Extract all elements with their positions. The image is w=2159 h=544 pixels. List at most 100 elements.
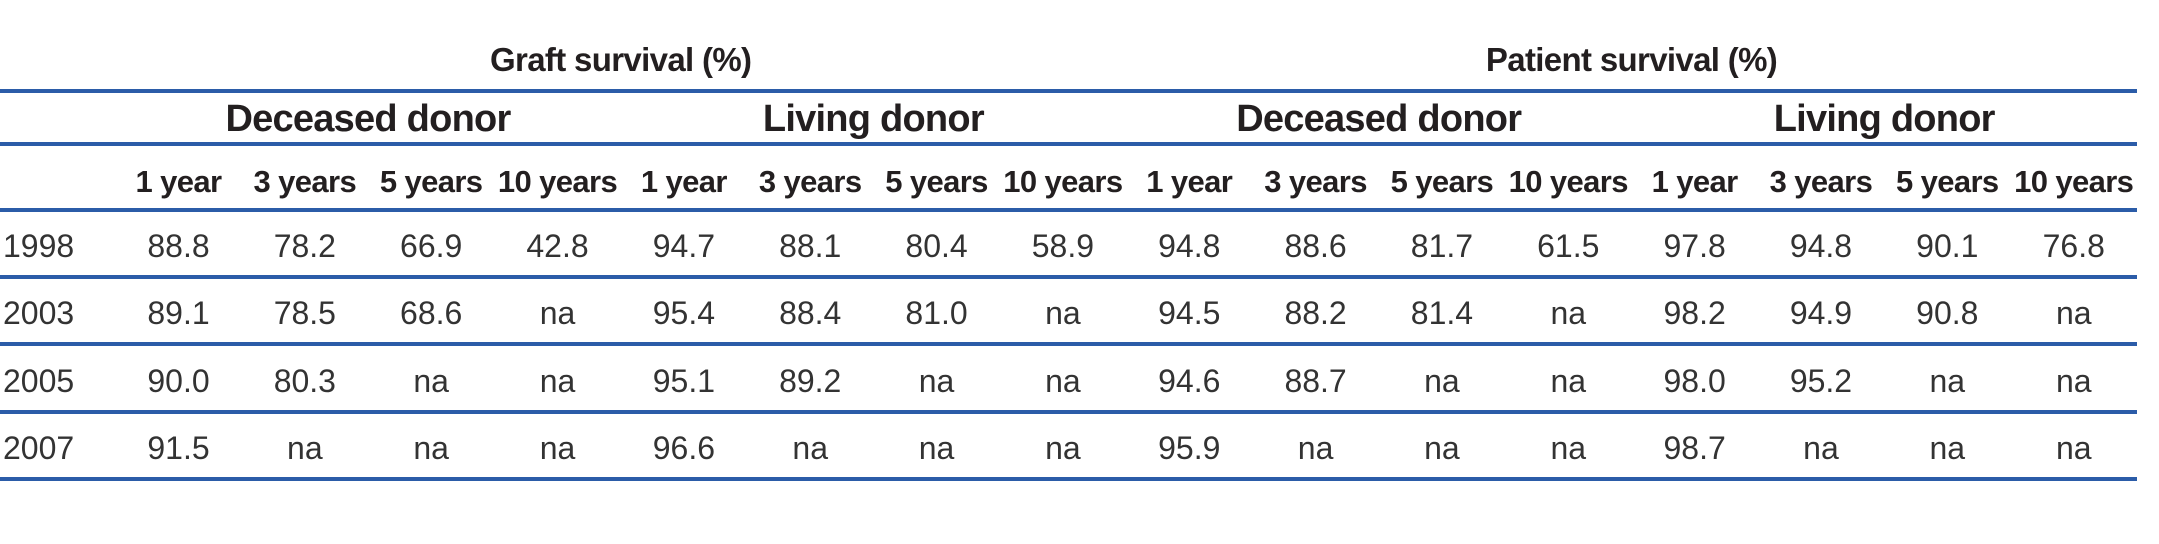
data-cell: na — [494, 344, 621, 414]
data-cell: 80.4 — [873, 210, 1000, 279]
subgroup-header-graft-deceased: Deceased donor — [115, 91, 621, 146]
data-cell: na — [873, 412, 1000, 481]
data-cell: 91.5 — [115, 412, 242, 481]
data-cell: 89.1 — [115, 277, 242, 346]
data-cell: na — [1252, 412, 1379, 481]
column-header: 10 years — [494, 144, 621, 212]
data-cell: 88.2 — [1252, 277, 1379, 346]
data-cell: 89.2 — [747, 344, 874, 414]
column-header: 1 year — [1126, 144, 1253, 212]
data-cell: na — [999, 344, 1127, 414]
data-cell: na — [2010, 344, 2137, 414]
data-cell: 61.5 — [1505, 210, 1632, 279]
data-cell: na — [1505, 412, 1632, 481]
column-header: 5 years — [1378, 144, 1506, 212]
column-header: 5 years — [368, 144, 495, 212]
survival-table: Graft survival (%) Patient survival (%) … — [0, 0, 2137, 481]
column-header: 10 years — [999, 144, 1127, 212]
group-header-graft: Graft survival (%) — [115, 0, 1127, 93]
data-cell: 80.3 — [241, 344, 368, 414]
subgroup-header-patient-deceased: Deceased donor — [1126, 91, 1632, 146]
data-cell: 42.8 — [494, 210, 621, 279]
data-cell: 94.6 — [1126, 344, 1253, 414]
data-cell: 94.7 — [620, 210, 748, 279]
data-cell: 81.4 — [1378, 277, 1506, 346]
corner-cell — [0, 91, 116, 146]
table-row: 2003 89.1 78.5 68.6 na 95.4 88.4 81.0 na… — [0, 277, 2137, 346]
subgroup-header-patient-living: Living donor — [1631, 91, 2137, 146]
column-header: 3 years — [747, 144, 874, 212]
data-cell: na — [999, 412, 1127, 481]
data-cell: 90.1 — [1884, 210, 2011, 279]
data-cell: 78.2 — [241, 210, 368, 279]
data-cell: 90.8 — [1884, 277, 2011, 346]
data-cell: 94.8 — [1126, 210, 1253, 279]
column-header: 1 year — [115, 144, 242, 212]
column-header: 3 years — [1252, 144, 1379, 212]
data-cell: 95.2 — [1757, 344, 1885, 414]
column-header: 5 years — [1884, 144, 2011, 212]
column-header: 5 years — [873, 144, 1000, 212]
subgroup-header-row: Deceased donor Living donor Deceased don… — [0, 91, 2137, 146]
column-header: 1 year — [1631, 144, 1758, 212]
column-header-row: 1 year 3 years 5 years 10 years 1 year 3… — [0, 144, 2137, 212]
data-cell: na — [1884, 412, 2011, 481]
table-row: 2007 91.5 na na na 96.6 na na na 95.9 na… — [0, 412, 2137, 481]
data-cell: 88.6 — [1252, 210, 1379, 279]
data-cell: 94.5 — [1126, 277, 1253, 346]
column-header: 3 years — [1757, 144, 1885, 212]
column-header: 10 years — [2010, 144, 2137, 212]
data-cell: 88.1 — [747, 210, 874, 279]
data-cell: 81.0 — [873, 277, 1000, 346]
data-cell: 94.9 — [1757, 277, 1885, 346]
row-year: 2003 — [0, 277, 116, 346]
data-cell: na — [1505, 277, 1632, 346]
data-cell: 98.2 — [1631, 277, 1758, 346]
column-header: 10 years — [1505, 144, 1632, 212]
data-cell: 97.8 — [1631, 210, 1758, 279]
group-header-patient: Patient survival (%) — [1126, 0, 2137, 93]
row-year: 2005 — [0, 344, 116, 414]
data-cell: na — [999, 277, 1127, 346]
data-cell: 95.1 — [620, 344, 748, 414]
data-cell: na — [1378, 344, 1506, 414]
corner-cell — [0, 0, 116, 93]
data-cell: na — [1378, 412, 1506, 481]
data-cell: 58.9 — [999, 210, 1127, 279]
data-cell: 98.7 — [1631, 412, 1758, 481]
data-cell: 88.8 — [115, 210, 242, 279]
data-cell: na — [2010, 412, 2137, 481]
corner-cell — [0, 144, 116, 212]
data-cell: na — [2010, 277, 2137, 346]
table-row: 2005 90.0 80.3 na na 95.1 89.2 na na 94.… — [0, 344, 2137, 414]
table-row: 1998 88.8 78.2 66.9 42.8 94.7 88.1 80.4 … — [0, 210, 2137, 279]
data-cell: 94.8 — [1757, 210, 1885, 279]
data-cell: 95.9 — [1126, 412, 1253, 481]
data-cell: 88.7 — [1252, 344, 1379, 414]
data-cell: na — [368, 344, 495, 414]
data-cell: 81.7 — [1378, 210, 1506, 279]
data-cell: na — [494, 277, 621, 346]
data-cell: 95.4 — [620, 277, 748, 346]
data-cell: na — [241, 412, 368, 481]
group-header-row: Graft survival (%) Patient survival (%) — [0, 0, 2137, 93]
data-cell: 98.0 — [1631, 344, 1758, 414]
data-cell: na — [368, 412, 495, 481]
data-cell: na — [873, 344, 1000, 414]
data-cell: 66.9 — [368, 210, 495, 279]
data-cell: 90.0 — [115, 344, 242, 414]
data-cell: 96.6 — [620, 412, 748, 481]
data-cell: na — [1757, 412, 1885, 481]
data-cell: 68.6 — [368, 277, 495, 346]
data-cell: 76.8 — [2010, 210, 2137, 279]
data-cell: na — [1505, 344, 1632, 414]
row-year: 1998 — [0, 210, 116, 279]
data-cell: 88.4 — [747, 277, 874, 346]
data-cell: 78.5 — [241, 277, 368, 346]
subgroup-header-graft-living: Living donor — [620, 91, 1127, 146]
data-cell: na — [494, 412, 621, 481]
column-header: 1 year — [620, 144, 748, 212]
data-cell: na — [747, 412, 874, 481]
row-year: 2007 — [0, 412, 116, 481]
data-cell: na — [1884, 344, 2011, 414]
